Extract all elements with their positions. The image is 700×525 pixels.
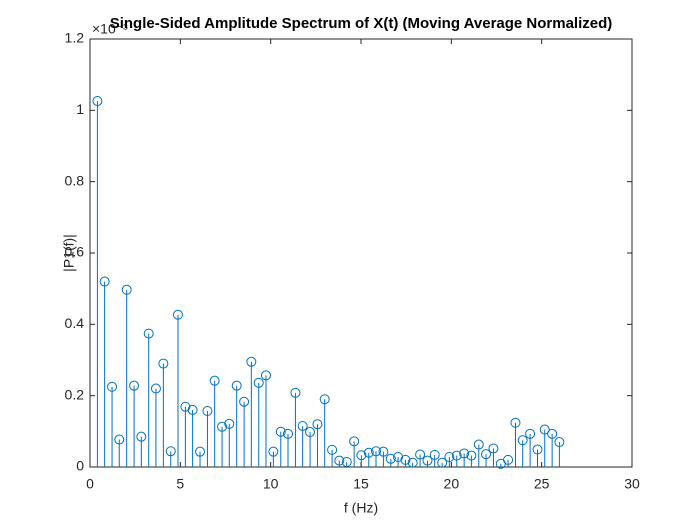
stem-marker	[539, 424, 550, 435]
stem-marker	[481, 449, 492, 460]
stem-marker	[305, 427, 316, 438]
stem-marker	[121, 284, 132, 295]
stem-marker	[327, 444, 338, 455]
stem-marker	[503, 454, 514, 465]
stem-marker	[385, 453, 396, 464]
stem-marker	[356, 450, 367, 461]
x-tick-label: 25	[534, 476, 550, 492]
stem-marker	[99, 276, 110, 287]
y-axis-label: |P1(f)|	[61, 234, 77, 272]
plot-area	[90, 39, 632, 467]
stem-marker	[341, 457, 352, 468]
stem-marker	[334, 455, 345, 466]
stem-marker	[202, 406, 213, 417]
stem-marker	[107, 381, 118, 392]
y-tick-label: 1	[76, 101, 84, 117]
stem-marker	[158, 358, 169, 369]
stem-marker	[525, 428, 536, 439]
stem-marker	[297, 420, 308, 431]
stem-marker	[473, 439, 484, 450]
stem-marker	[136, 431, 147, 442]
stem-marker	[363, 447, 374, 458]
y-exponent: ×10⁻³	[92, 21, 128, 37]
x-tick-label: 15	[353, 476, 369, 492]
stem-marker	[209, 375, 220, 386]
x-tick-label: 30	[624, 476, 640, 492]
stem-marker	[224, 418, 235, 429]
y-tick-label: 0.4	[65, 315, 85, 331]
stem-marker	[554, 437, 565, 448]
stem-marker	[444, 452, 455, 463]
stem-marker	[488, 443, 499, 454]
stem-marker	[180, 401, 191, 412]
stem-marker	[393, 452, 404, 463]
stem-marker	[422, 455, 433, 466]
x-tick-label: 10	[263, 476, 279, 492]
x-axis-label: f (Hz)	[344, 500, 378, 516]
stem-marker	[378, 446, 389, 457]
stem-marker	[466, 450, 477, 461]
x-tick-label: 5	[176, 476, 184, 492]
x-tick-label: 0	[86, 476, 94, 492]
stem-marker	[400, 454, 411, 465]
stem-marker	[437, 457, 448, 468]
stem-marker	[187, 404, 198, 415]
stem-marker	[231, 380, 242, 391]
x-tick-label: 20	[444, 476, 460, 492]
stem-marker	[165, 446, 176, 457]
stem-marker	[92, 96, 103, 107]
stem-marker	[129, 380, 140, 391]
y-tick-label: 1.2	[65, 30, 85, 46]
y-tick-label: 0.2	[65, 386, 85, 402]
y-tick-label: 0	[76, 458, 84, 474]
stem-marker	[510, 417, 521, 428]
stem-marker	[451, 450, 462, 461]
stem-marker	[415, 449, 426, 460]
stem-marker	[312, 419, 323, 430]
stem-marker	[253, 377, 264, 388]
stem-marker	[532, 444, 543, 455]
stem-marker	[319, 394, 330, 405]
chart-title: Single-Sided Amplitude Spectrum of X(t) …	[110, 15, 613, 32]
stem-marker	[239, 396, 250, 407]
stem-marker	[114, 434, 125, 445]
stem-marker	[349, 436, 360, 447]
y-tick-label: 0.6	[65, 244, 85, 260]
stem-marker	[172, 309, 183, 320]
stem-marker	[217, 421, 228, 432]
stem-marker	[429, 449, 440, 460]
stem-marker	[246, 356, 257, 367]
stem-marker	[283, 428, 294, 439]
y-tick-label: 0.8	[65, 172, 85, 188]
stem-marker	[407, 457, 418, 468]
stem-marker	[275, 426, 286, 437]
stem-marker	[370, 446, 381, 457]
stem-marker	[547, 428, 558, 439]
stem-marker	[290, 387, 301, 398]
stem-marker	[150, 383, 161, 394]
stem-marker	[143, 328, 154, 339]
stem-marker	[268, 446, 279, 457]
stem-marker	[260, 370, 271, 381]
stem-marker	[459, 448, 470, 459]
stem-marker	[195, 446, 206, 457]
stem-marker	[517, 435, 528, 446]
